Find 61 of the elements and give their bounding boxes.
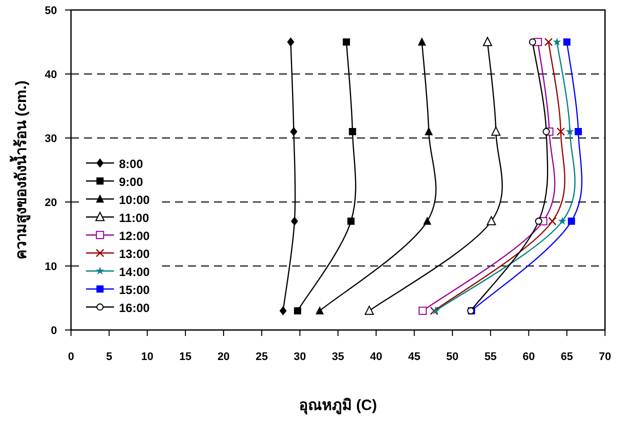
point xyxy=(491,126,501,136)
x-tick-label: 60 xyxy=(522,351,535,363)
x-tick-label: 10 xyxy=(141,351,154,363)
y-tick-label: 50 xyxy=(44,5,57,17)
point xyxy=(294,307,302,314)
legend-label: 10:00 xyxy=(119,193,150,207)
y-tick-label: 10 xyxy=(44,261,57,273)
y-tick-label: 0 xyxy=(50,325,57,337)
x-tick-label: 25 xyxy=(256,351,268,363)
x-tick-label: 5 xyxy=(106,351,112,363)
y-tick-label: 20 xyxy=(44,197,57,209)
point xyxy=(418,37,426,46)
point xyxy=(563,38,570,46)
y-axis-title: ความสูงของถังน้ำร้อน (cm.) xyxy=(9,80,31,260)
point xyxy=(364,306,374,315)
point xyxy=(290,127,298,136)
point xyxy=(482,36,492,46)
point xyxy=(347,218,355,225)
legend-label: 13:00 xyxy=(119,247,150,261)
point xyxy=(418,306,427,315)
y-tick-label: 30 xyxy=(44,133,57,145)
x-tick-label: 20 xyxy=(217,351,230,363)
legend-label: 12:00 xyxy=(119,229,150,243)
x-tick-label: 45 xyxy=(408,351,420,363)
point xyxy=(486,216,496,226)
point xyxy=(342,38,350,46)
legend-label: 11:00 xyxy=(119,211,150,225)
x-tick-label: 30 xyxy=(294,351,306,363)
point xyxy=(558,216,566,225)
x-tick-label: 70 xyxy=(598,351,612,363)
x-tick-label: 65 xyxy=(560,351,573,363)
x-tick-label: 15 xyxy=(179,351,192,363)
legend-label: 15:00 xyxy=(119,283,150,297)
legend-label: 8:00 xyxy=(119,157,144,171)
point xyxy=(316,306,324,314)
x-tick-label: 50 xyxy=(446,351,459,363)
point xyxy=(279,306,287,316)
point xyxy=(542,128,550,136)
point xyxy=(574,128,582,136)
x-tick-label: 0 xyxy=(68,351,74,363)
x-axis-title: อุณหภูมิ (C) xyxy=(299,396,377,415)
point xyxy=(568,218,576,225)
point xyxy=(528,38,536,46)
legend-label: 9:00 xyxy=(119,175,144,189)
legend-label: 14:00 xyxy=(119,265,150,279)
point xyxy=(535,218,542,225)
point xyxy=(424,127,433,136)
point xyxy=(548,217,557,226)
point xyxy=(566,127,574,136)
point xyxy=(552,38,562,46)
point xyxy=(544,38,553,46)
legend-label: 16:00 xyxy=(119,301,150,315)
point xyxy=(348,128,356,136)
x-tick-label: 35 xyxy=(332,351,344,363)
point xyxy=(287,37,294,47)
point xyxy=(290,216,298,226)
y-tick-label: 40 xyxy=(44,69,57,81)
x-tick-label: 55 xyxy=(484,351,497,363)
x-tick-label: 40 xyxy=(370,351,382,363)
point xyxy=(556,127,565,136)
point xyxy=(423,216,432,225)
